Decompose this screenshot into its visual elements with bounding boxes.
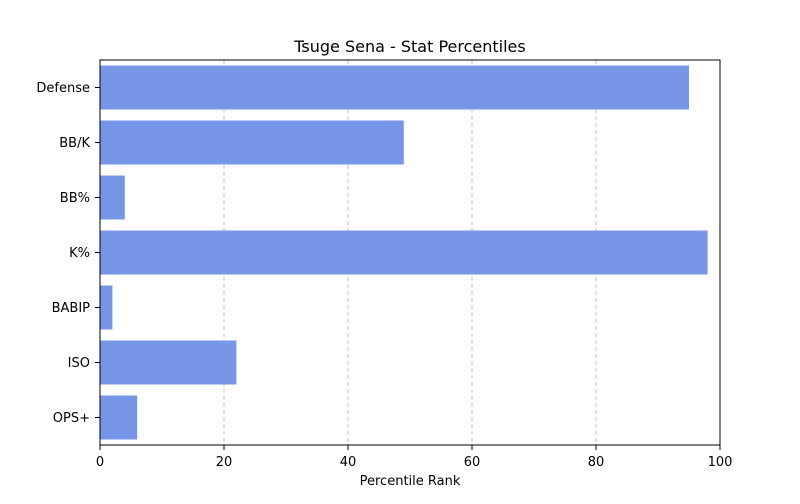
y-tick-label: ISO bbox=[68, 356, 90, 371]
bar-defense bbox=[100, 65, 689, 110]
x-tick-label: 40 bbox=[340, 455, 357, 470]
x-tick-label: 60 bbox=[464, 455, 481, 470]
y-tick-label: BB% bbox=[60, 191, 90, 206]
y-tick-label: BB/K bbox=[59, 136, 90, 151]
bar-bb-k bbox=[100, 120, 404, 165]
x-tick-label: 0 bbox=[96, 455, 104, 470]
y-axis-ticks: Defense BB/K BB% K% BABIP ISO OPS+ bbox=[36, 81, 100, 426]
bar-k- bbox=[100, 230, 708, 275]
chart-title: Tsuge Sena - Stat Percentiles bbox=[293, 37, 525, 56]
bar-babip bbox=[100, 285, 113, 330]
y-tick-label: K% bbox=[69, 246, 90, 261]
x-axis-label: Percentile Rank bbox=[360, 474, 461, 489]
y-tick-label: BABIP bbox=[52, 301, 91, 316]
bar-ops- bbox=[100, 395, 138, 440]
x-tick-label: 20 bbox=[216, 455, 233, 470]
x-axis-ticks: 0 20 40 60 80 100 bbox=[96, 445, 733, 470]
y-tick-label: Defense bbox=[36, 81, 90, 96]
y-tick-label: OPS+ bbox=[53, 411, 90, 426]
bar-bb- bbox=[100, 175, 125, 220]
bar-iso bbox=[100, 340, 237, 385]
x-tick-label: 80 bbox=[588, 455, 605, 470]
x-tick-label: 100 bbox=[708, 455, 733, 470]
bars bbox=[100, 65, 708, 440]
